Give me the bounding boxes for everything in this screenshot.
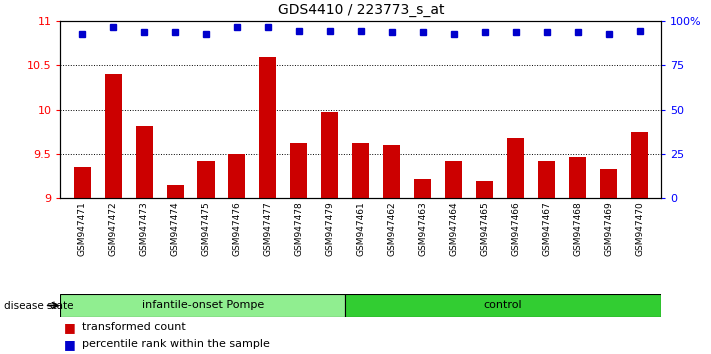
Text: ■: ■ <box>64 338 76 350</box>
Text: control: control <box>483 300 523 310</box>
Bar <box>290 143 307 198</box>
Bar <box>228 154 245 198</box>
Text: disease state: disease state <box>4 301 73 310</box>
Bar <box>353 143 369 198</box>
Bar <box>321 112 338 198</box>
Bar <box>383 145 400 198</box>
Text: percentile rank within the sample: percentile rank within the sample <box>82 339 269 349</box>
Text: GSM947469: GSM947469 <box>604 201 613 256</box>
Text: GSM947464: GSM947464 <box>449 201 458 256</box>
Bar <box>569 156 586 198</box>
Bar <box>445 161 462 198</box>
Bar <box>74 167 90 198</box>
Text: GSM947471: GSM947471 <box>77 201 87 256</box>
Bar <box>60 294 345 317</box>
Bar <box>415 179 432 198</box>
Text: GSM947476: GSM947476 <box>232 201 242 256</box>
Bar <box>198 161 215 198</box>
Bar <box>631 132 648 198</box>
Text: transformed count: transformed count <box>82 322 186 332</box>
Text: GSM947468: GSM947468 <box>573 201 582 256</box>
Bar <box>345 294 661 317</box>
Text: GSM947475: GSM947475 <box>201 201 210 256</box>
Text: GSM947462: GSM947462 <box>387 201 396 256</box>
Text: GSM947473: GSM947473 <box>139 201 149 256</box>
Bar <box>476 181 493 198</box>
Text: GSM947478: GSM947478 <box>294 201 304 256</box>
Title: GDS4410 / 223773_s_at: GDS4410 / 223773_s_at <box>277 4 444 17</box>
Text: GSM947465: GSM947465 <box>480 201 489 256</box>
Text: ■: ■ <box>64 321 76 334</box>
Bar <box>538 161 555 198</box>
Bar <box>260 57 277 198</box>
Bar <box>105 74 122 198</box>
Text: GSM947472: GSM947472 <box>109 201 117 256</box>
Bar <box>166 185 183 198</box>
Text: GSM947477: GSM947477 <box>264 201 272 256</box>
Text: GSM947479: GSM947479 <box>326 201 334 256</box>
Text: GSM947463: GSM947463 <box>418 201 427 256</box>
Text: GSM947467: GSM947467 <box>542 201 551 256</box>
Text: GSM947461: GSM947461 <box>356 201 365 256</box>
Bar <box>136 126 153 198</box>
Bar <box>600 169 617 198</box>
Text: GSM947470: GSM947470 <box>635 201 644 256</box>
Text: GSM947466: GSM947466 <box>511 201 520 256</box>
Bar <box>507 138 524 198</box>
Text: infantile-onset Pompe: infantile-onset Pompe <box>141 300 264 310</box>
Text: GSM947474: GSM947474 <box>171 201 179 256</box>
